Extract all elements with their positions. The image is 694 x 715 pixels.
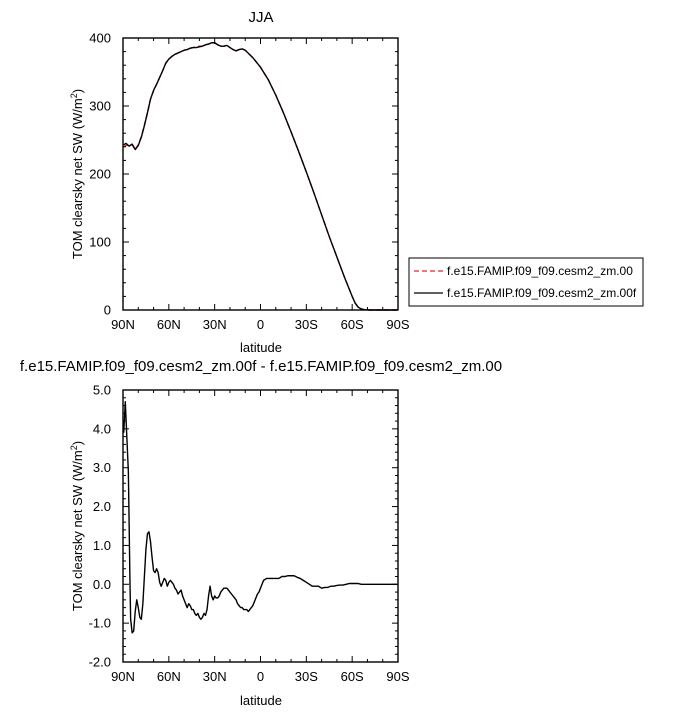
x-tick-label: 30S <box>295 669 318 684</box>
y-tick-label: 2.0 <box>93 499 111 514</box>
x-tick-label: 60N <box>157 317 181 332</box>
y-tick-label: 300 <box>89 99 111 114</box>
panel-1-y-axis-title-main: TOM clearsky net SW (W/m <box>70 98 85 259</box>
y-tick-label: 1.0 <box>93 538 111 553</box>
panel-1-y-axis-title-sup: 2 <box>69 93 79 98</box>
panel-2-ticks: 90N 60N 30N 0 30S 60S 90S -2.0 -1.0 0.0 1.0 2.0 3.0 4… <box>89 383 410 685</box>
y-tick-label: 0.0 <box>93 577 111 592</box>
panel-1-frame <box>122 37 399 311</box>
panel-2-series-1-line <box>123 400 398 634</box>
y-tick-label: -1.0 <box>89 616 111 631</box>
panel-1-x-axis-title: latitude <box>240 340 282 355</box>
panel-1-title: JJA <box>248 9 273 26</box>
x-tick-label: 0 <box>257 669 264 684</box>
y-tick-label: 3.0 <box>93 460 111 475</box>
panel-1-y-axis-title: TOM clearsky net SW (W/m2) <box>69 89 85 259</box>
panel-2-x-axis-title: latitude <box>240 693 282 708</box>
y-tick-label: 100 <box>89 235 111 250</box>
y-tick-label: -2.0 <box>89 655 111 670</box>
x-tick-label: 30N <box>203 669 227 684</box>
x-tick-label: 90S <box>386 669 409 684</box>
panel-jja: JJA 90N 60N 30N 0 30S 60S 90S 0 100 200 300 400 lat… <box>69 9 644 355</box>
panel-1-series-2-line <box>123 42 398 311</box>
panel-difference: f.e15.FAMIP.f09_f09.cesm2_zm.00f - f.e15… <box>20 358 502 708</box>
x-tick-label: 30S <box>295 317 318 332</box>
x-tick-label: 0 <box>257 317 264 332</box>
y-tick-label: 200 <box>89 167 111 182</box>
y-tick-label: 400 <box>89 31 111 46</box>
x-tick-label: 90N <box>111 669 135 684</box>
x-tick-label: 30N <box>203 317 227 332</box>
panel-2-series <box>123 400 398 634</box>
x-tick-label: 90N <box>111 317 135 332</box>
panel-2-y-axis-title-main: TOM clearsky net SW (W/m <box>70 450 85 611</box>
panel-2-y-axis-title-tail: ) <box>70 441 85 445</box>
y-tick-label: 0 <box>104 303 111 318</box>
panel-2-title: f.e15.FAMIP.f09_f09.cesm2_zm.00f - f.e15… <box>20 358 502 375</box>
legend-label-series-2: f.e15.FAMIP.f09_f09.cesm2_zm.00f <box>447 286 637 300</box>
x-tick-label: 60S <box>341 317 364 332</box>
panel-1-series-1-line <box>123 42 398 311</box>
panel-1-series <box>123 42 398 311</box>
panel-2-y-axis-title: TOM clearsky net SW (W/m2) <box>69 441 85 611</box>
x-tick-label: 60S <box>341 669 364 684</box>
legend-label-series-1: f.e15.FAMIP.f09_f09.cesm2_zm.00 <box>447 264 633 278</box>
x-tick-label: 90S <box>386 317 409 332</box>
panel-2-y-axis-title-sup: 2 <box>69 445 79 450</box>
panel-1-ticks: 90N 60N 30N 0 30S 60S 90S 0 100 200 300 400 <box>89 31 410 333</box>
y-tick-label: 4.0 <box>93 421 111 436</box>
legend: f.e15.FAMIP.f09_f09.cesm2_zm.00 f.e15.FA… <box>408 257 644 307</box>
panel-1-y-axis-title-tail: ) <box>70 89 85 93</box>
panel-2-frame <box>122 389 399 663</box>
x-tick-label: 60N <box>157 669 181 684</box>
legend-box <box>408 257 644 307</box>
y-tick-label: 5.0 <box>93 383 111 398</box>
